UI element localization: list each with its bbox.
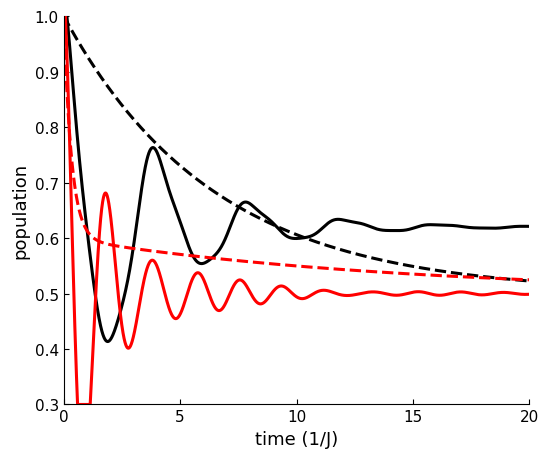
X-axis label: time (1/J): time (1/J)	[255, 430, 338, 448]
Y-axis label: population: population	[11, 163, 29, 259]
